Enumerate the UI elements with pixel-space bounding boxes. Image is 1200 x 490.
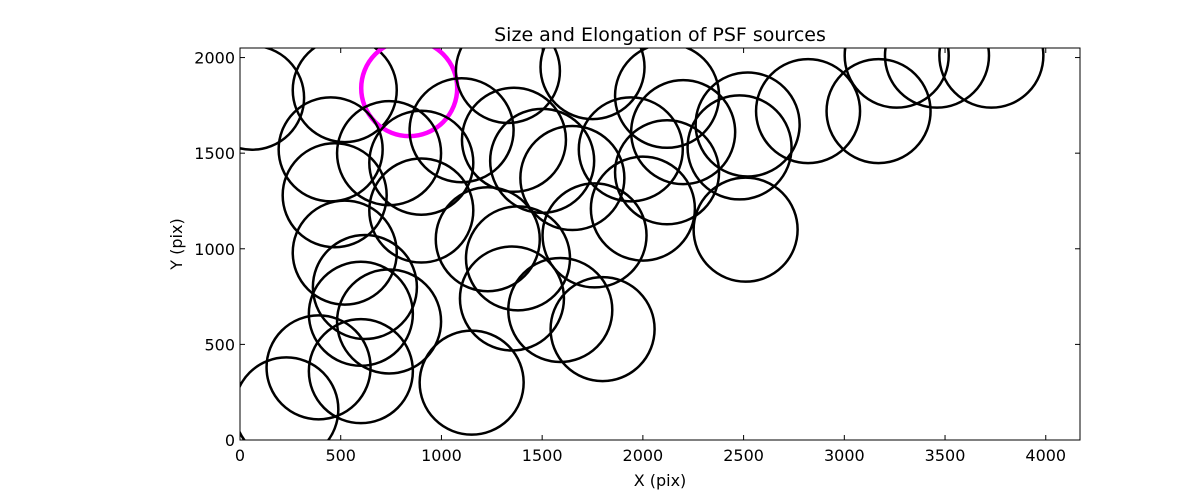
x-tick-label: 1000	[421, 446, 462, 465]
x-tick-label: 4000	[1025, 446, 1066, 465]
y-axis-label: Y (pix)	[167, 218, 186, 270]
x-tick-label: 3500	[925, 446, 966, 465]
axes-group: 0 500 1000 1500 2000 2500 3000 3500 4000 0 500 1000…	[194, 48, 1080, 465]
psf-source-marker	[549, 275, 656, 383]
psf-source-marker	[240, 48, 306, 151]
psf-source-marker	[335, 99, 443, 207]
psf-source-marker	[291, 48, 398, 144]
y-tick-label: 0	[225, 431, 235, 450]
psf-source-marker	[277, 96, 384, 203]
psf-source-marker	[281, 141, 388, 249]
psf-source-marker	[754, 57, 862, 165]
y-tick-label: 1000	[194, 240, 235, 259]
psf-source-marker	[507, 256, 614, 364]
y-tick-label: 500	[204, 335, 235, 354]
psf-source-marker	[629, 78, 737, 186]
plot-frame	[239, 47, 1081, 441]
x-tick-label: 2500	[723, 446, 764, 465]
psf-source-marker	[589, 155, 697, 262]
psf-source-marker	[613, 119, 721, 226]
psf-source-marker	[541, 182, 648, 289]
psf-source-marker	[488, 107, 596, 215]
psf-source-marker	[692, 176, 799, 283]
psf-source-marker	[368, 109, 475, 216]
psf-source-marker	[686, 94, 793, 201]
psf-source-marker	[577, 96, 685, 203]
psf-source-marker	[307, 317, 415, 425]
psf-source-marker	[418, 329, 525, 436]
psf-source-marker	[539, 48, 646, 121]
x-tick-label: 3000	[824, 446, 865, 465]
x-tick-label: 0	[235, 446, 245, 465]
psf-source-marker	[311, 233, 419, 341]
psf-source-marker	[291, 199, 398, 306]
psf-source-marker	[265, 314, 372, 421]
psf-source-marker	[883, 48, 991, 109]
x-tick-label: 1500	[522, 446, 563, 465]
points-group	[240, 48, 1045, 440]
x-tick-label: 500	[325, 446, 356, 465]
x-axis-label: X (pix)	[634, 471, 687, 490]
psf-source-marker	[825, 57, 932, 165]
psf-source-marker	[458, 245, 566, 352]
psf-source-marker	[843, 48, 950, 109]
psf-source-marker	[434, 185, 542, 293]
psf-source-marker	[519, 124, 626, 232]
psf-source-marker	[938, 48, 1045, 109]
psf-source-marker	[408, 76, 515, 184]
psf-source-marker	[460, 86, 568, 194]
x-tick-label: 2000	[623, 446, 664, 465]
psf-source-marker	[335, 268, 443, 375]
psf-source-marker	[368, 157, 475, 264]
psf-source-marker	[240, 356, 340, 440]
y-tick-label: 1500	[194, 144, 235, 163]
y-tick-label: 2000	[194, 49, 235, 68]
chart-title: Size and Elongation of PSF sources	[494, 24, 826, 46]
